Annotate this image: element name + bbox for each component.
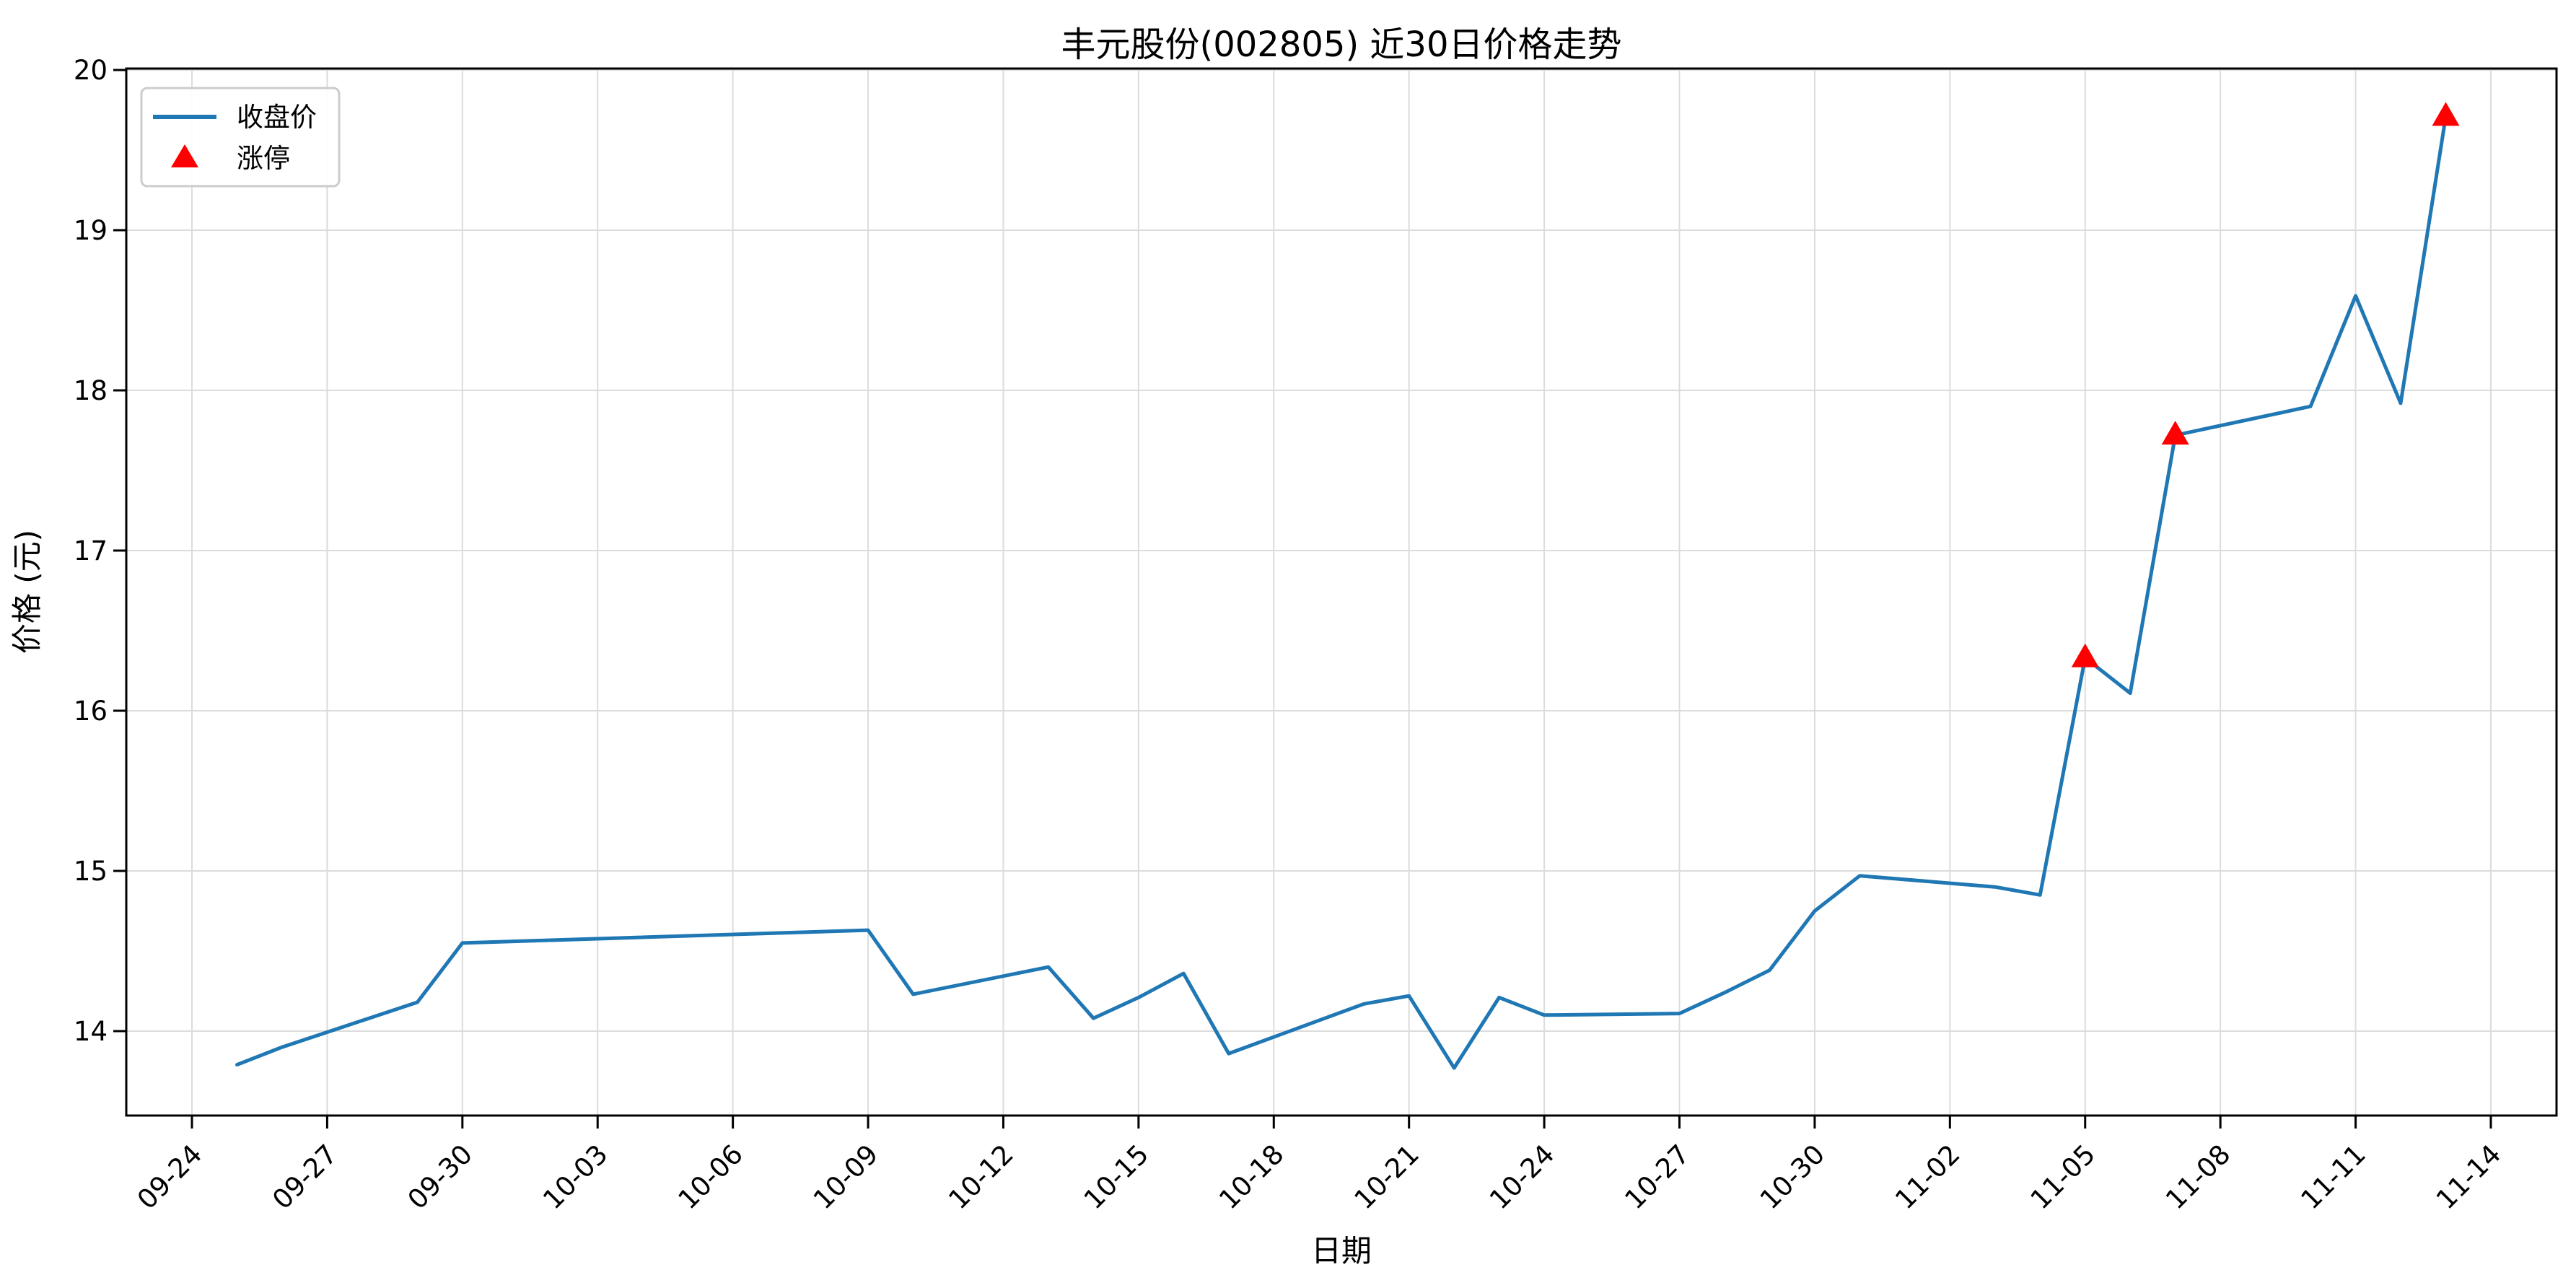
limit-up-marker — [2161, 421, 2189, 445]
limit-up-marker — [2071, 643, 2099, 667]
y-tick-label: 18 — [74, 375, 108, 406]
y-tick-label: 20 — [74, 55, 108, 86]
close-price-line — [235, 114, 2448, 1070]
x-axis-ticks — [190, 1116, 2492, 1129]
y-axis-ticks — [113, 69, 126, 1033]
y-tick-label: 17 — [74, 535, 108, 566]
y-axis-tick-labels: 14 15 16 17 18 19 20 — [74, 55, 108, 1047]
plot-border — [125, 67, 2558, 1117]
limit-up-marker — [2432, 102, 2460, 126]
y-tick-label: 14 — [74, 1016, 108, 1047]
y-tick-label: 19 — [74, 215, 108, 246]
y-tick-label: 15 — [74, 856, 108, 887]
legend-item-close-price: 收盘价 — [237, 102, 317, 133]
limit-up-markers — [2071, 102, 2460, 667]
legend: 收盘价 涨停 — [140, 87, 341, 188]
chart-title: 丰元股份(002805) 近30日价格走势 — [1061, 25, 1621, 65]
x-axis-label: 日期 — [1311, 1233, 1372, 1269]
y-tick-label: 16 — [74, 696, 108, 727]
y-axis-label: 价格 (元) — [9, 530, 45, 654]
legend-item-limit-up: 涨停 — [237, 143, 290, 174]
gridlines — [126, 69, 2557, 1116]
legend-triangle-up-icon — [171, 144, 198, 167]
